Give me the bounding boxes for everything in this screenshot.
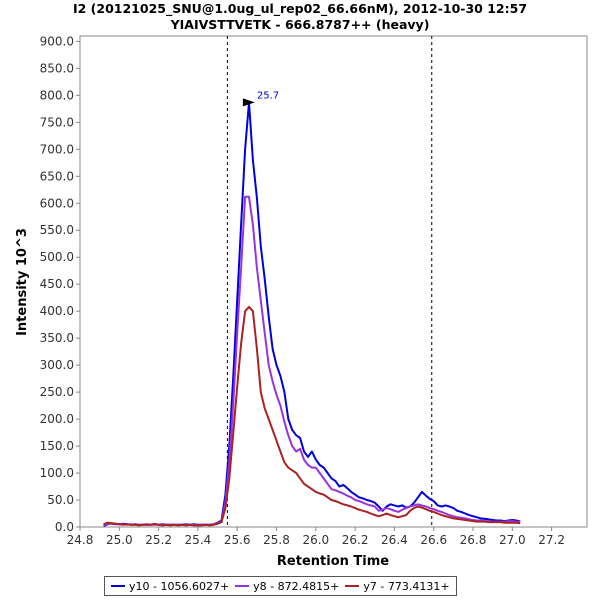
y-tick-label: 300.0 — [40, 358, 74, 372]
y-tick-label: 500.0 — [40, 250, 74, 264]
legend-label: y7 - 773.4131+ — [363, 579, 450, 593]
legend-swatch — [235, 585, 250, 587]
y-tick-label: 550.0 — [40, 223, 74, 237]
series-lines — [103, 101, 521, 527]
y-tick-label: 100.0 — [40, 466, 74, 480]
x-axis-label: Retention Time — [277, 554, 389, 569]
chart-subtitle: YIAIVSTTVETK - 666.8787++ (heavy) — [170, 17, 430, 32]
legend-item: y8 - 872.4815+ — [235, 580, 339, 593]
y-tick-label: 650.0 — [40, 169, 74, 183]
x-tick-label: 26.2 — [342, 533, 369, 547]
x-tick-label: 26.4 — [381, 533, 408, 547]
y-tick-label: 400.0 — [40, 304, 74, 318]
x-tick-label: 27.0 — [499, 533, 526, 547]
peak-marker-arrow — [242, 98, 255, 107]
peak-annotation: 25.7 — [242, 90, 279, 107]
y-tick-label: 750.0 — [40, 115, 74, 129]
legend-item: y7 - 773.4131+ — [345, 579, 450, 593]
y-tick-label: 900.0 — [40, 34, 74, 48]
chart-title: I2 (20121025_SNU@1.0ug_ul_rep02_66.66nM)… — [72, 1, 528, 16]
x-tick-label: 27.2 — [538, 533, 565, 547]
y-tick-label: 200.0 — [40, 412, 74, 426]
x-tick-label: 26.8 — [460, 533, 487, 547]
y-tick-label: 850.0 — [40, 61, 74, 75]
y-tick-label: 0.0 — [55, 520, 74, 534]
x-tick-label: 26.6 — [420, 533, 447, 547]
y-tick-label: 450.0 — [40, 277, 74, 291]
legend-swatch — [111, 585, 125, 587]
y-tick-label: 350.0 — [40, 331, 74, 345]
y-tick-label: 150.0 — [40, 439, 74, 453]
series-line-3 — [103, 305, 521, 527]
peak-label: 25.7 — [257, 90, 279, 101]
x-tick-label: 26.0 — [302, 533, 329, 547]
x-tick-label: 25.8 — [263, 533, 290, 547]
y-tick-label: 800.0 — [40, 88, 74, 102]
legend-label: y8 - 872.4815+ — [253, 579, 340, 593]
plot-area — [79, 35, 588, 528]
x-tick-label: 25.6 — [224, 533, 251, 547]
legend-label: y10 - 1056.6027+ — [129, 579, 230, 593]
y-tick-label: 250.0 — [40, 385, 74, 399]
legend-swatch — [345, 585, 360, 587]
peak-boundaries — [226, 36, 433, 527]
axes: 0.0 50.0 100.0 150.0 200.0 250.0 300.0 350.0 400… — [40, 34, 565, 547]
x-tick-label: 25.2 — [145, 533, 172, 547]
y-tick-label: 700.0 — [40, 142, 74, 156]
x-tick-label: 24.8 — [67, 533, 94, 547]
legend-item: y10 - 1056.6027+ — [111, 580, 229, 593]
x-tick-label: 25.4 — [185, 533, 212, 547]
y-tick-label: 50.0 — [47, 493, 74, 507]
y-tick-label: 600.0 — [40, 196, 74, 210]
y-axis-label: Intensity 10^3 — [15, 228, 30, 336]
legend: y10 - 1056.6027+ y8 - 872.4815+ y7 - 773.4… — [104, 576, 457, 596]
x-tick-label: 25.0 — [106, 533, 133, 547]
